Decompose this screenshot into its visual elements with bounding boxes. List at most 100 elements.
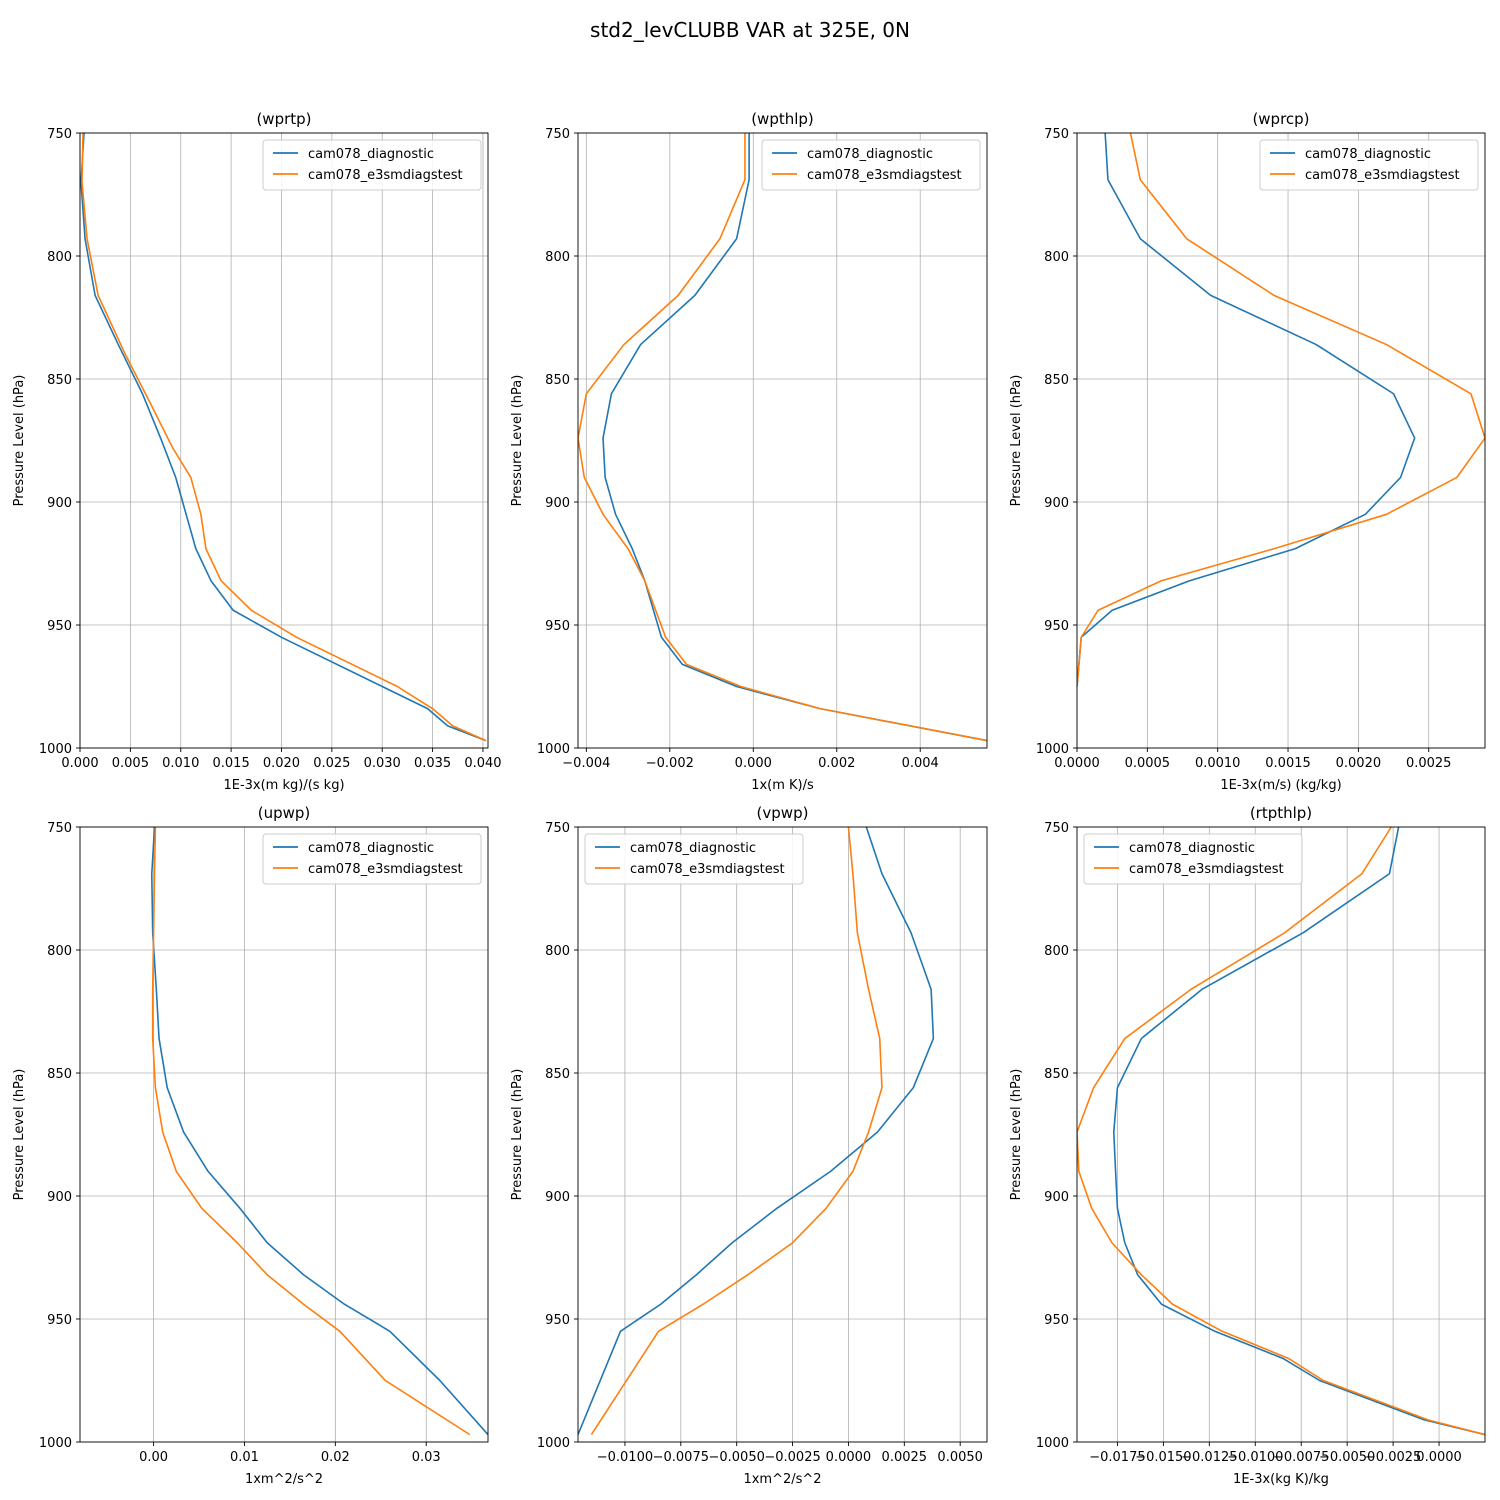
x-tick-label: −0.0075	[1273, 1450, 1329, 1465]
x-tick-label: −0.0075	[653, 1450, 709, 1465]
legend: cam078_diagnostic cam078_e3smdiagstest	[262, 139, 482, 191]
y-axis-label: Pressure Level (hPa)	[1009, 1069, 1024, 1201]
panel-wprtp: 0.000 0.005 0.010 0.015 0.020 0.025 0.030 0.035…	[12, 110, 502, 793]
figure-title: std2_levCLUBB VAR at 325E, 0N	[590, 18, 910, 42]
grid	[80, 826, 488, 1443]
y-tick-label: 950	[545, 619, 570, 634]
axes-frame	[1076, 132, 1486, 749]
x-tick-label: 0.00	[139, 1450, 168, 1465]
axes-frame	[577, 132, 988, 749]
panel-wpthlp: −0.004 −0.002 0.000 0.002 0.004 750 800 850 900 9…	[510, 110, 988, 793]
x-tick-label: 0.030	[364, 756, 401, 771]
x-tick-label: −0.0100	[597, 1450, 653, 1465]
y-tick-label: 950	[1044, 1313, 1069, 1328]
series-group	[578, 133, 987, 742]
x-tick-label: 0.0005	[1125, 756, 1171, 771]
y-tick-label: 850	[47, 373, 72, 388]
series-line-cam078_e3smdiagstest	[81, 133, 487, 742]
y-tick-label: 1000	[1036, 1436, 1069, 1451]
legend-label: cam078_diagnostic	[1129, 841, 1255, 856]
x-tick-label: 0.002	[818, 756, 855, 771]
y-axis-label: Pressure Level (hPa)	[12, 1069, 27, 1201]
legend: cam078_diagnostic cam078_e3smdiagstest	[761, 139, 981, 191]
series-line-cam078_e3smdiagstest	[590, 827, 883, 1436]
y-tick-label: 900	[47, 1190, 72, 1205]
y-tick-label: 850	[1044, 1067, 1069, 1082]
x-axis-label: 1E-3x(kg K)/kg	[1233, 1472, 1329, 1487]
legend-box	[584, 833, 804, 885]
panel-title: (wprcp)	[1252, 110, 1309, 128]
x-tick-label: 0.015	[213, 756, 250, 771]
legend-box	[761, 139, 981, 191]
x-tick-label: 0.01	[230, 1450, 259, 1465]
panels: 0.000 0.005 0.010 0.015 0.020 0.025 0.030 0.035…	[12, 110, 1486, 1487]
panel-title: (wprtp)	[256, 110, 311, 128]
legend-box	[1259, 139, 1479, 191]
legend-label: cam078_e3smdiagstest	[807, 168, 962, 183]
y-tick-label: 1000	[537, 742, 570, 757]
legend-box	[1083, 833, 1303, 885]
axes-frame	[1076, 826, 1486, 1443]
grid	[578, 132, 987, 749]
x-axis-label: 1xm^2/s^2	[743, 1472, 821, 1487]
y-tick-label: 900	[47, 496, 72, 511]
y-tick-label: 950	[47, 1313, 72, 1328]
x-tick-label: −0.0175	[1089, 1450, 1145, 1465]
x-tick-label: 0.0000	[826, 1450, 872, 1465]
y-tick-label: 800	[1044, 250, 1069, 265]
y-tick-label: 850	[545, 373, 570, 388]
series-line-cam078_e3smdiagstest	[578, 133, 987, 742]
x-tick-label: −0.0025	[1365, 1450, 1421, 1465]
y-tick-label: 1000	[39, 742, 72, 757]
series-line-cam078_diagnostic	[602, 133, 987, 742]
x-tick-label: 0.040	[464, 756, 501, 771]
y-tick-label: 900	[545, 1190, 570, 1205]
series-line-cam078_diagnostic	[1112, 827, 1485, 1436]
legend: cam078_diagnostic cam078_e3smdiagstest	[584, 833, 804, 885]
axes-frame	[577, 826, 988, 1443]
x-tick-label: 0.0025	[1406, 756, 1452, 771]
y-tick-label: 750	[47, 821, 72, 836]
y-tick-label: 750	[47, 127, 72, 142]
panel-rtpthlp: −0.0175−0.0150−0.0125−0.0100−0.0075−0.00…	[1009, 804, 1486, 1487]
x-tick-label: −0.0050	[1319, 1450, 1375, 1465]
x-tick-label: 0.000	[735, 756, 772, 771]
panel-title: (vpwp)	[757, 804, 809, 822]
y-tick-label: 800	[47, 944, 72, 959]
x-tick-label: 0.0000	[1054, 756, 1100, 771]
x-tick-label: −0.004	[562, 756, 610, 771]
x-tick-label: 0.0020	[1336, 756, 1382, 771]
series-group	[578, 827, 935, 1436]
y-tick-label: 950	[47, 619, 72, 634]
x-tick-label: 0.000	[61, 756, 98, 771]
y-tick-label: 1000	[1036, 742, 1069, 757]
panel-wprcp: 0.0000 0.0005 0.0010 0.0015 0.0020 0.0025 750 8…	[1009, 110, 1486, 793]
legend-label: cam078_diagnostic	[807, 147, 933, 162]
legend-label: cam078_e3smdiagstest	[308, 862, 463, 877]
y-tick-label: 800	[545, 944, 570, 959]
legend: cam078_diagnostic cam078_e3smdiagstest	[262, 833, 482, 885]
series-line-cam078_e3smdiagstest	[1077, 133, 1485, 687]
y-tick-label: 750	[1044, 127, 1069, 142]
series-group	[1077, 133, 1485, 687]
y-tick-label: 800	[1044, 944, 1069, 959]
y-axis-label: Pressure Level (hPa)	[510, 1069, 525, 1201]
x-axis-label: 1E-3x(m/s) (kg/kg)	[1220, 778, 1341, 793]
y-tick-label: 1000	[39, 1436, 72, 1451]
series-group	[80, 133, 487, 742]
x-tick-label: 0.0025	[882, 1450, 928, 1465]
x-axis-label: 1x(m K)/s	[751, 778, 814, 793]
x-tick-label: 0.02	[321, 1450, 350, 1465]
legend-box	[262, 833, 482, 885]
y-tick-label: 850	[545, 1067, 570, 1082]
panel-upwp: 0.00 0.01 0.02 0.03 750 800 850 900 950 1000 (upwp…	[12, 804, 489, 1487]
legend-label: cam078_e3smdiagstest	[1129, 862, 1284, 877]
y-axis-label: Pressure Level (hPa)	[510, 375, 525, 507]
x-tick-label: −0.0125	[1181, 1450, 1237, 1465]
x-tick-label: 0.0015	[1265, 756, 1311, 771]
grid	[79, 132, 488, 749]
y-tick-label: 800	[545, 250, 570, 265]
y-tick-label: 800	[47, 250, 72, 265]
y-tick-label: 950	[1044, 619, 1069, 634]
legend-label: cam078_e3smdiagstest	[308, 168, 463, 183]
